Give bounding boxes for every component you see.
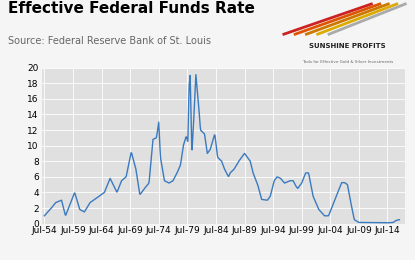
Text: Source: Federal Reserve Bank of St. Louis: Source: Federal Reserve Bank of St. Loui…	[8, 36, 211, 46]
Text: SUNSHINE PROFITS: SUNSHINE PROFITS	[309, 43, 386, 49]
Text: Tools for Effective Gold & Silver Investments: Tools for Effective Gold & Silver Invest…	[302, 60, 393, 64]
Text: Effective Federal Funds Rate: Effective Federal Funds Rate	[8, 1, 255, 16]
